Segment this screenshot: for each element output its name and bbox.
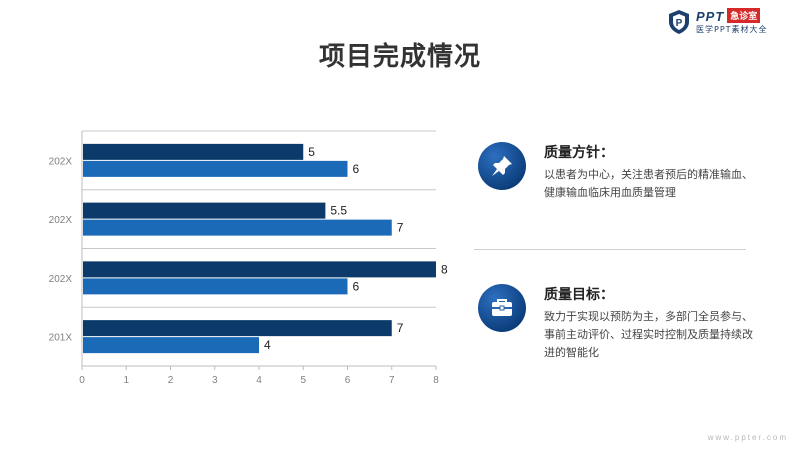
data-label: 7 [397,221,404,235]
category-label: 202X [49,156,73,167]
bar [83,278,348,295]
page-title: 项目完成情况 [318,42,481,72]
x-tick-label: 0 [79,375,85,386]
bar [83,143,304,160]
pushpin-icon [492,156,512,176]
section-divider [474,249,746,250]
logo-brand: PPT [696,9,725,24]
quality-goal-text: 致力于实现以预防为主，多部门全员参与、事前主动评价、过程实时控制及质量持续改进的… [544,310,753,359]
category-label: 202X [49,215,73,226]
x-tick-label: 1 [123,375,129,386]
data-label: 6 [353,279,360,293]
data-label: 8 [441,262,448,276]
quality-goal-title: 质量目标： [544,287,614,303]
x-tick-label: 7 [389,375,395,386]
x-tick-label: 5 [300,375,306,386]
x-tick-label: 3 [212,375,218,386]
x-tick-label: 4 [256,375,262,386]
svg-text:P: P [676,18,683,29]
data-label: 5 [308,145,315,159]
quality-policy-text: 以患者为中心，关注患者预后的精准输血、健康输血临床用血质量管理 [544,168,753,199]
briefcase-icon-circle [478,284,526,332]
shield-icon: P [669,10,689,34]
logo-tag: 急诊室 [727,8,761,23]
bar [83,160,348,177]
x-tick-label: 2 [168,375,174,386]
logo-subtitle: 医学PPT素材大全 [696,25,768,34]
bar [83,337,259,354]
bar [83,320,392,337]
category-label: 202X [49,274,73,285]
pushpin-icon-circle [478,142,526,190]
bar [83,219,392,236]
data-label: 4 [264,338,271,352]
x-tick-label: 8 [433,375,439,386]
bar [83,261,436,278]
x-tick-label: 6 [345,375,351,386]
category-label: 201X [49,333,73,344]
brand-logo: P PPT 急诊室 医学PPT素材大全 [668,8,786,36]
data-label: 5.5 [330,204,347,218]
bar [83,202,326,219]
footer-url: www.ppter.com [707,433,788,442]
data-label: 6 [353,162,360,176]
quality-policy-title: 质量方针： [544,145,614,161]
data-label: 7 [397,321,404,335]
briefcase-icon [492,299,512,316]
